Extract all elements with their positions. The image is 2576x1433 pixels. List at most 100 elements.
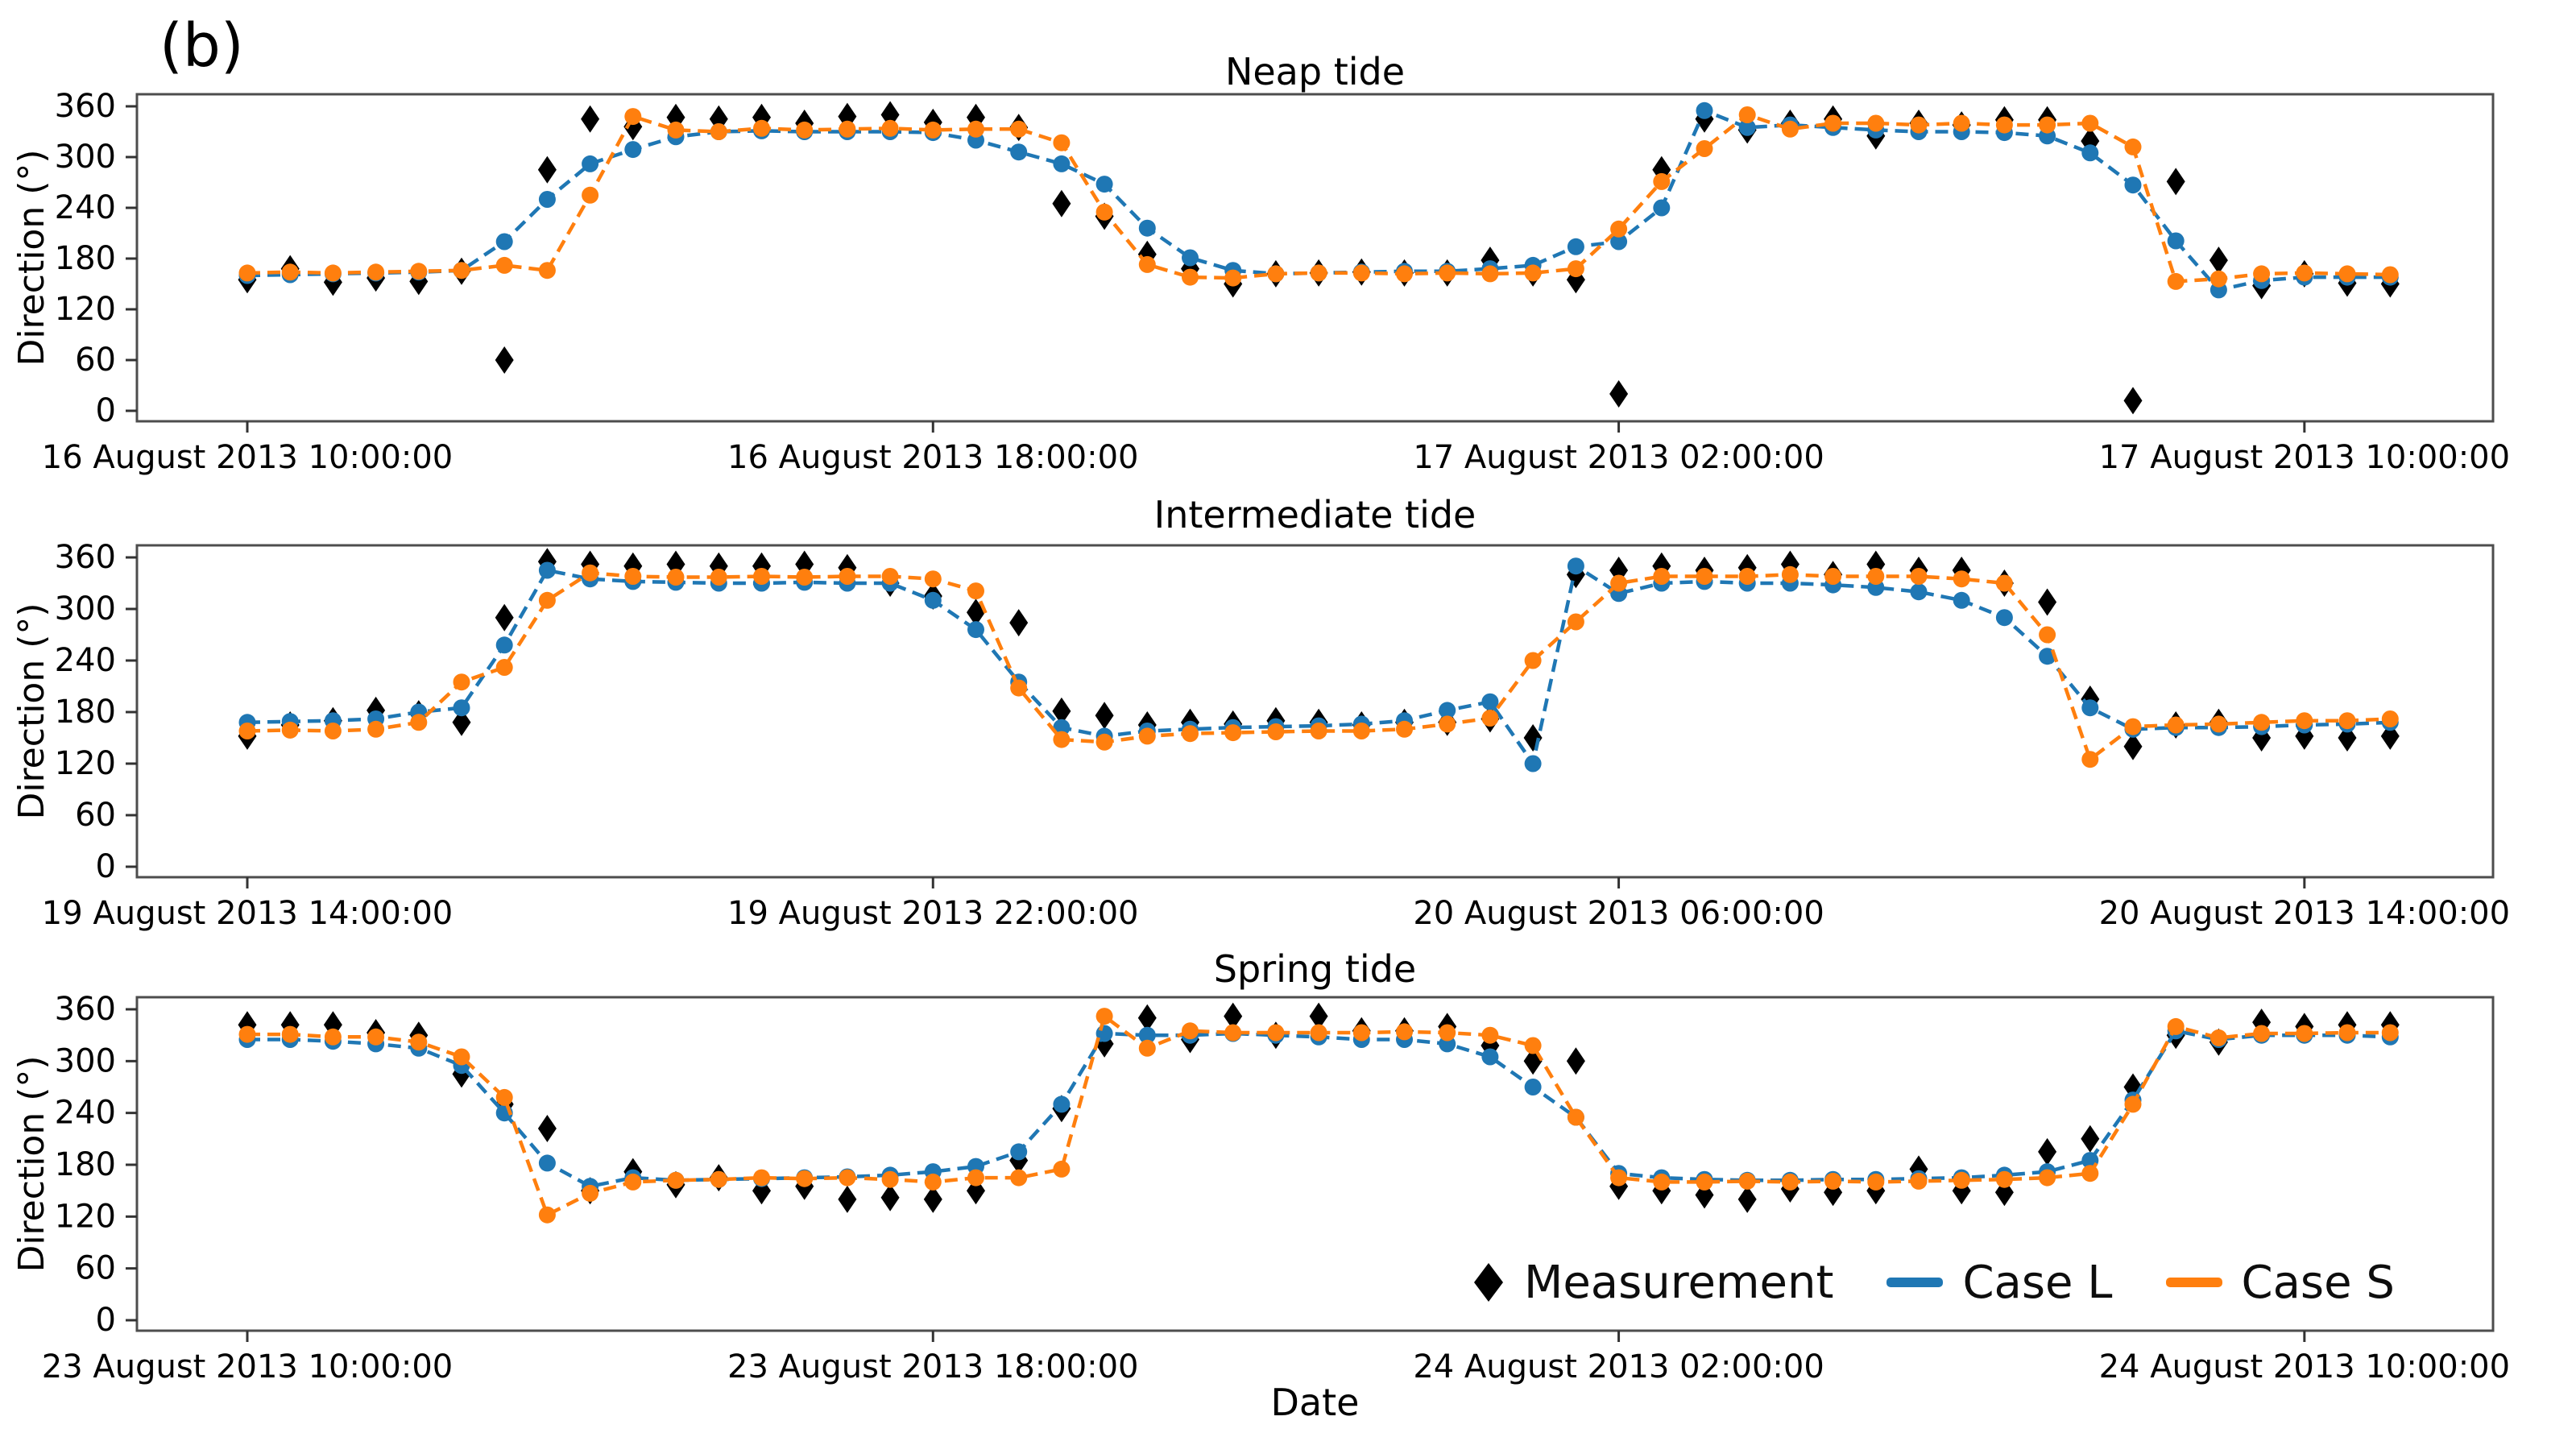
data-point: [667, 569, 685, 586]
data-point: [2081, 114, 2099, 132]
legend-label-case-s: Case S: [2241, 1256, 2395, 1309]
case-l-markers: [238, 1022, 2399, 1195]
data-point: [1953, 570, 1970, 588]
data-point: [1267, 723, 1285, 740]
y-tick-label: 240: [55, 189, 116, 226]
data-point: [1867, 1173, 1885, 1191]
data-point: [2338, 712, 2356, 730]
data-point: [1481, 1026, 1499, 1044]
data-point: [410, 714, 428, 731]
y-tick-label: 60: [75, 1250, 116, 1287]
y-tick-label: 300: [55, 139, 116, 176]
data-point: [753, 1169, 770, 1187]
data-point: [1781, 120, 1799, 138]
data-point: [1010, 143, 1028, 161]
data-point: [1352, 723, 1370, 739]
y-tick-label: 240: [55, 642, 116, 679]
x-tick-label: 24 August 2013 02:00:00: [1413, 1348, 1824, 1385]
data-point: [1481, 265, 1499, 283]
data-point: [1439, 264, 1456, 282]
data-point: [1696, 140, 1713, 157]
y-axis-label-neap: Direction (°): [11, 149, 52, 367]
data-point: [2338, 1024, 2356, 1042]
data-point: [1138, 1026, 1156, 1044]
data-point: [2381, 1024, 2399, 1042]
y-tick-label: 180: [55, 240, 116, 277]
data-point: [967, 120, 984, 138]
data-point: [2296, 712, 2313, 730]
y-tick-label: 300: [55, 590, 116, 627]
data-point: [1696, 568, 1713, 585]
data-point: [710, 1170, 727, 1188]
data-point: [1396, 265, 1413, 283]
y-tick-label: 0: [96, 1302, 116, 1339]
data-point: [2253, 714, 2271, 731]
case-s-line: [246, 112, 2391, 284]
data-point: [1653, 199, 1671, 217]
data-point: [2167, 232, 2185, 250]
data-point: [582, 1184, 599, 1202]
data-point: [1910, 116, 1928, 134]
y-tick-label: 120: [55, 291, 116, 328]
y-tick-label: 360: [55, 991, 116, 1028]
data-point: [624, 568, 642, 585]
data-point: [324, 1028, 342, 1046]
data-point: [2381, 266, 2399, 284]
data-point: [2081, 751, 2099, 768]
data-point: [2081, 144, 2099, 162]
data-point: [1653, 172, 1671, 190]
y-tick-label: 0: [96, 848, 116, 885]
data-point: [410, 1033, 428, 1051]
data-point: [1352, 1024, 1370, 1042]
data-point: [1224, 1024, 1242, 1042]
data-point: [2209, 1029, 2227, 1046]
case-l-line-icon: [1886, 1278, 1944, 1287]
x-tick-label: 16 August 2013 18:00:00: [727, 439, 1138, 476]
x-tick-label: 24 August 2013 10:00:00: [2099, 1348, 2510, 1385]
data-point: [324, 723, 342, 739]
data-point: [2081, 699, 2099, 717]
data-point: [1696, 101, 1713, 119]
data-point: [538, 1206, 556, 1224]
y-tick-label: 180: [55, 694, 116, 731]
data-point: [1481, 1048, 1499, 1066]
data-point: [538, 591, 556, 609]
data-point: [538, 1154, 556, 1172]
data-point: [1267, 265, 1285, 283]
data-point: [1738, 106, 1756, 123]
case-s-markers: [238, 564, 2399, 768]
panel-label: (b): [159, 11, 244, 81]
data-point: [1995, 1170, 2013, 1188]
data-point: [1696, 1173, 1713, 1191]
data-point: [1953, 591, 1970, 609]
data-point: [1824, 1172, 1842, 1190]
data-point: [1824, 568, 1842, 585]
data-point: [1524, 1079, 1542, 1095]
data-point: [967, 1169, 984, 1187]
data-point: [367, 263, 385, 281]
data-point: [2209, 270, 2227, 288]
data-point: [453, 673, 470, 691]
data-point: [667, 121, 685, 139]
diamond-marker-icon: [1474, 1263, 1503, 1302]
data-point: [453, 1048, 470, 1066]
y-tick-label: 360: [55, 88, 116, 125]
data-point: [1439, 715, 1456, 733]
data-point: [624, 141, 642, 159]
subplot-spring-tide: 0 60 120 180 240 300 360 23 August 2013 10:00:0…: [42, 991, 2510, 1385]
data-point: [1310, 1024, 1327, 1042]
legend-label-measurement: Measurement: [1524, 1256, 1834, 1309]
data-point: [753, 568, 770, 585]
data-point: [839, 120, 856, 138]
data-point: [1481, 710, 1499, 727]
y-tick-label: 240: [55, 1095, 116, 1132]
legend-item-case-l: Case L: [1886, 1257, 2113, 1309]
y-tick-label: 120: [55, 745, 116, 782]
data-point: [1524, 1037, 1542, 1054]
data-point: [410, 263, 428, 280]
y-tick-label: 300: [55, 1042, 116, 1079]
data-point: [1439, 702, 1456, 719]
case-s-markers: [238, 1008, 2399, 1224]
